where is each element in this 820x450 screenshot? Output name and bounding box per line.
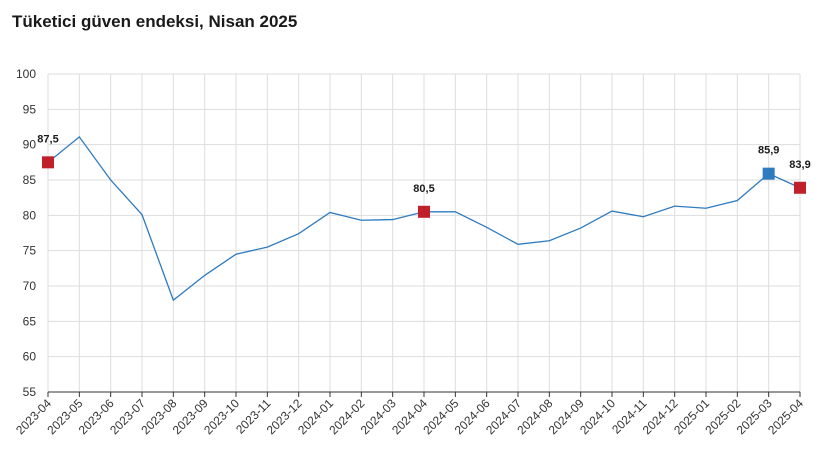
y-tick-label: 80 xyxy=(23,208,37,222)
data-labels: 87,5 80,5 85,9 83,9 xyxy=(37,133,810,194)
highlight-marker xyxy=(762,167,775,180)
y-tick-label: 100 xyxy=(16,67,36,81)
y-tick-label: 85 xyxy=(23,173,37,187)
chart-title: Tüketici güven endeksi, Nisan 2025 xyxy=(12,12,298,31)
data-label: 83,9 xyxy=(789,159,810,171)
y-tick-label: 60 xyxy=(23,350,37,364)
y-tick-label: 90 xyxy=(23,138,37,152)
axes: 5560657075808590951002023-042023-052023-… xyxy=(13,67,806,437)
data-label: 87,5 xyxy=(37,133,58,145)
y-tick-label: 55 xyxy=(23,385,37,399)
y-tick-label: 95 xyxy=(23,102,37,116)
highlight-marker xyxy=(794,181,806,194)
grid xyxy=(47,73,801,393)
y-tick-label: 75 xyxy=(23,244,37,258)
highlight-marker xyxy=(418,205,430,218)
data-label: 85,9 xyxy=(758,145,779,157)
x-tick-label: 2025-04 xyxy=(765,396,806,437)
highlight-marker xyxy=(42,156,54,169)
data-label: 80,5 xyxy=(413,183,434,195)
y-tick-label: 65 xyxy=(23,314,37,328)
y-tick-label: 70 xyxy=(23,279,37,293)
markers xyxy=(42,156,806,218)
